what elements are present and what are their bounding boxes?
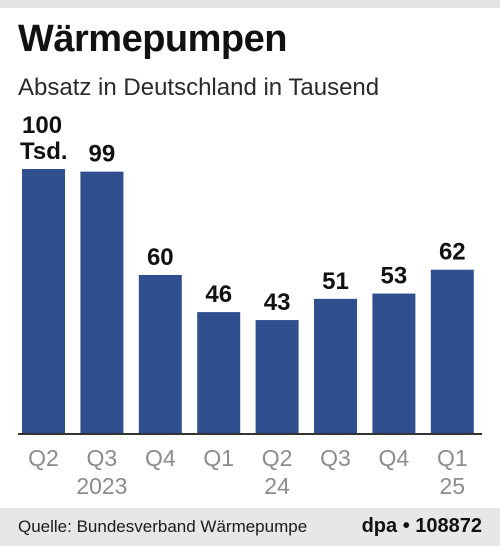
value-label: 100 bbox=[22, 112, 62, 139]
bar bbox=[372, 293, 416, 434]
footer: Quelle: Bundesverband Wärmepumpe dpa • 1… bbox=[0, 508, 500, 546]
bar-chart: 100Tsd.Q299Q3202360Q446Q143Q22451Q353Q46… bbox=[18, 112, 482, 499]
value-label: 46 bbox=[205, 281, 232, 308]
x-year-label: 25 bbox=[440, 473, 466, 499]
top-band bbox=[0, 0, 500, 8]
x-year-label: 24 bbox=[264, 473, 290, 499]
value-label: 43 bbox=[264, 289, 291, 316]
x-tick-label: Q2 bbox=[262, 445, 293, 471]
bar bbox=[138, 275, 182, 434]
source-note: Quelle: Bundesverband Wärmepumpe bbox=[18, 517, 308, 536]
value-label: 99 bbox=[89, 141, 116, 168]
x-year-label: 2023 bbox=[76, 473, 127, 499]
x-tick-label: Q2 bbox=[28, 445, 59, 471]
x-tick-label: Q4 bbox=[145, 445, 176, 471]
credit-label: dpa • 108872 bbox=[361, 515, 482, 537]
value-unit-label: Tsd. bbox=[20, 138, 68, 165]
bar bbox=[430, 269, 474, 434]
chart-title: Wärmepumpen bbox=[18, 18, 287, 60]
bar bbox=[80, 171, 124, 434]
bar bbox=[197, 312, 241, 434]
chart-subtitle: Absatz in Deutschland in Tausend bbox=[18, 74, 380, 101]
x-tick-label: Q3 bbox=[320, 445, 351, 471]
bar bbox=[22, 169, 65, 434]
value-label: 62 bbox=[439, 239, 466, 266]
value-label: 51 bbox=[322, 268, 349, 295]
x-tick-label: Q1 bbox=[437, 445, 468, 471]
bar bbox=[314, 298, 357, 434]
x-tick-label: Q1 bbox=[203, 445, 234, 471]
x-tick-label: Q3 bbox=[87, 445, 118, 471]
value-label: 53 bbox=[381, 263, 408, 290]
bar bbox=[255, 320, 299, 434]
x-tick-label: Q4 bbox=[379, 445, 410, 471]
value-label: 60 bbox=[147, 244, 174, 271]
